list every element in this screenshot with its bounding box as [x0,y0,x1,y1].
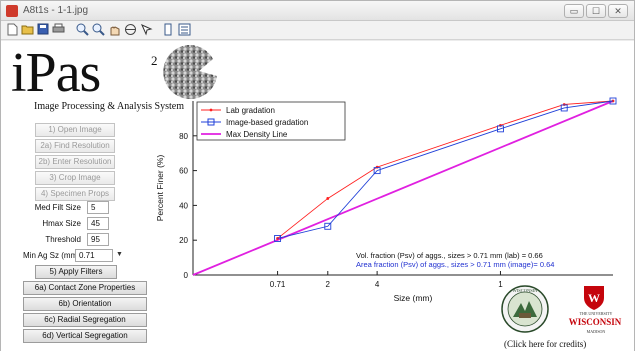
specimen-props-button[interactable]: 4) Specimen Props [35,187,115,201]
svg-text:W: W [588,291,600,305]
aggregate-sample-image [163,45,217,99]
hmax-label: Hmax Size [42,219,81,228]
annotation-text: Area fraction (Psv) of aggs., sizes > 0.… [356,260,554,269]
uw-city-text: MADISON [586,329,606,334]
data-cursor-icon[interactable] [139,23,153,37]
series-line [192,100,614,276]
wisconsin-seal-logo[interactable]: WISCONSIN [501,283,549,335]
y-axis-title: Percent Finer (%) [155,155,165,222]
zoom-out-icon[interactable] [91,23,105,37]
series-line [277,100,614,239]
credits-link[interactable]: (Click here for credits) [504,339,587,349]
min-ag-size-label: Min Ag Sz (mm) [23,251,80,260]
threshold-input[interactable]: 95 [87,233,109,246]
new-file-icon[interactable] [5,23,19,37]
series-point [276,237,279,240]
legend-label: Image-based gradation [226,118,308,127]
series-line [277,100,614,239]
x-tick-label: 0.71 [270,280,286,289]
med-filt-label: Med Filt Size [34,203,81,212]
orientation-button[interactable]: 6b) Orientation [23,297,147,311]
open-image-button[interactable]: 1) Open Image [35,123,115,137]
ipas-logo-text: iPas [11,42,101,104]
chart-legend: Lab gradation Image-based gradation Max De… [196,101,346,141]
y-tick-label: 40 [179,201,188,210]
series-point [274,235,282,242]
uw-small-text: THE UNIVERSITY [579,311,613,316]
apply-filters-button[interactable]: 5) Apply Filters [35,265,117,279]
y-tick-label: 20 [179,236,188,245]
x-tick-label: 4 [375,280,380,289]
series-point [560,104,568,112]
enter-resolution-button[interactable]: 2b) Enter Resolution [35,155,115,169]
vertical-segregation-button[interactable]: 6d) Vertical Segregation [23,329,147,343]
hmax-input[interactable]: 45 [87,217,109,230]
x-tick-label: 2 [326,280,331,289]
series-point [375,165,379,169]
y-tick-label: 0 [184,271,189,280]
series-point [326,197,330,200]
figure-toolbar [1,21,634,40]
uw-wordmark: WISCONSIN [568,317,622,327]
minimize-button[interactable]: ▭ [564,4,584,18]
chevron-down-icon[interactable]: ▼ [116,251,123,258]
series-point [499,123,502,127]
series-layer [192,97,617,276]
maximize-button[interactable]: ☐ [586,4,606,18]
chart-annotations: Vol. fraction (Psv) of aggs., sizes > 0.… [356,251,554,269]
colorbar-icon[interactable] [161,23,175,37]
med-filt-input[interactable]: 5 [87,201,109,214]
y-tick-label: 80 [179,132,188,141]
legend-label: Max Density Line [226,130,288,139]
seal-text: WISCONSIN [512,288,538,293]
save-icon[interactable] [36,23,50,37]
x-tick-label: 1 [498,280,503,289]
crop-image-button[interactable]: 3) Crop Image [35,171,115,185]
legend-icon[interactable] [177,23,191,37]
print-icon[interactable] [51,23,65,37]
main-content: iPas 2 Image Processing & Analysis Syste… [1,41,634,351]
series-point [609,97,617,105]
open-folder-icon[interactable] [20,23,34,37]
contact-zone-properties-button[interactable]: 6a) Contact Zone Properties [23,281,147,295]
zoom-in-icon[interactable] [75,23,89,37]
x-axis-title: Size (mm) [394,293,433,303]
axes: 0 20 40 60 80 0.71 2 4 1 Percent Finer (%) Size (m… [155,101,613,303]
series-point [373,167,381,175]
legend-box [196,101,346,141]
y-tick-label: 60 [179,167,188,176]
legend-marker [209,108,213,112]
radial-segregation-button[interactable]: 6c) Radial Segregation [23,313,147,327]
min-ag-size-select[interactable]: 0.71 [75,249,113,262]
legend-label: Lab gradation [226,106,275,115]
series-point [497,125,504,133]
annotation-text: Vol. fraction (Psv) of aggs., sizes > 0.… [356,251,543,260]
matlab-app-icon [6,5,18,17]
close-button[interactable]: ✕ [608,4,628,18]
legend-marker [207,118,215,126]
window-title: A8t1s - 1-1.jpg [23,5,89,16]
pan-hand-icon[interactable] [107,23,121,37]
rotate-3d-icon[interactable] [123,23,137,37]
gradation-chart: 0 20 40 60 80 0.71 2 4 1 Percent Finer (%) Size (m… [155,97,617,303]
find-resolution-button[interactable]: 2a) Find Resolution [35,139,115,153]
uw-crest-icon[interactable]: W [579,285,609,311]
series-point [324,222,332,230]
ipas-logo-superscript: 2 [151,53,158,68]
series-point [562,103,566,106]
ipas-logo-subtitle: Image Processing & Analysis System [34,101,184,112]
threshold-label: Threshold [45,235,81,244]
title-bar: A8t1s - 1-1.jpg ▭ ☐ ✕ [1,1,634,21]
